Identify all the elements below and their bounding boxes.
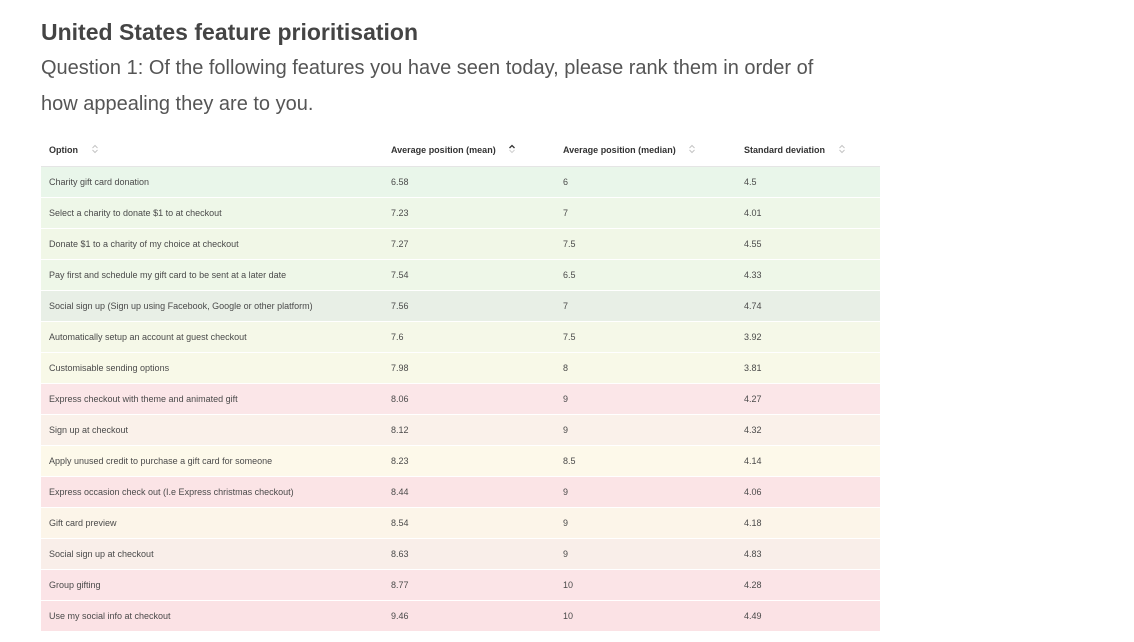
option-cell: Select a charity to donate $1 to at chec… xyxy=(41,197,383,229)
sd-cell: 4.83 xyxy=(736,538,880,570)
mean-cell: 7.56 xyxy=(383,290,555,322)
column-header-mean[interactable]: Average position (mean) xyxy=(383,134,555,167)
sd-cell: 4.49 xyxy=(736,600,880,632)
option-cell: Charity gift card donation xyxy=(41,166,383,198)
median-cell: 9 xyxy=(555,383,736,415)
sort-unsorted-icon[interactable] xyxy=(91,144,99,154)
median-cell: 7.5 xyxy=(555,321,736,353)
option-cell: Social sign up at checkout xyxy=(41,538,383,570)
median-cell: 6 xyxy=(555,166,736,198)
column-header-label: Average position (mean) xyxy=(391,144,496,155)
mean-cell: 7.27 xyxy=(383,228,555,260)
sd-cell: 4.18 xyxy=(736,507,880,539)
sd-cell: 4.5 xyxy=(736,166,880,198)
median-cell: 10 xyxy=(555,600,736,632)
sd-cell: 4.28 xyxy=(736,569,880,601)
table-row: Social sign up (Sign up using Facebook, … xyxy=(41,290,880,322)
sort-unsorted-icon[interactable] xyxy=(838,144,846,154)
sd-cell: 4.55 xyxy=(736,228,880,260)
sd-cell: 4.27 xyxy=(736,383,880,415)
mean-cell: 8.77 xyxy=(383,569,555,601)
sort-ascending-icon[interactable] xyxy=(508,144,516,154)
column-header-label: Standard deviation xyxy=(744,144,826,155)
column-header-label: Option xyxy=(49,144,78,155)
table-row: Donate $1 to a charity of my choice at c… xyxy=(41,228,880,260)
table-row: Select a charity to donate $1 to at chec… xyxy=(41,197,880,229)
sd-cell: 4.06 xyxy=(736,476,880,508)
sd-cell: 3.81 xyxy=(736,352,880,384)
mean-cell: 7.98 xyxy=(383,352,555,384)
mean-cell: 8.44 xyxy=(383,476,555,508)
sd-cell: 4.01 xyxy=(736,197,880,229)
median-cell: 8.5 xyxy=(555,445,736,477)
table-row: Gift card preview 8.54 9 4.18 xyxy=(41,507,880,539)
median-cell: 9 xyxy=(555,414,736,446)
mean-cell: 7.6 xyxy=(383,321,555,353)
option-cell: Pay first and schedule my gift card to b… xyxy=(41,259,383,291)
table-row: Charity gift card donation 6.58 6 4.5 xyxy=(41,166,880,198)
median-cell: 9 xyxy=(555,538,736,570)
table-row: Customisable sending options 7.98 8 3.81 xyxy=(41,352,880,384)
table-header-row: Option Average position (mean) Average p… xyxy=(41,134,880,167)
mean-cell: 6.58 xyxy=(383,166,555,198)
mean-cell: 8.12 xyxy=(383,414,555,446)
table-row: Social sign up at checkout 8.63 9 4.83 xyxy=(41,538,880,570)
column-header-sd[interactable]: Standard deviation xyxy=(736,134,880,167)
option-cell: Use my social info at checkout xyxy=(41,600,383,632)
table-body: Charity gift card donation 6.58 6 4.5 Select… xyxy=(41,166,880,632)
option-cell: Sign up at checkout xyxy=(41,414,383,446)
option-cell: Group gifting xyxy=(41,569,383,601)
median-cell: 8 xyxy=(555,352,736,384)
mean-cell: 8.06 xyxy=(383,383,555,415)
mean-cell: 7.23 xyxy=(383,197,555,229)
median-cell: 10 xyxy=(555,569,736,601)
mean-cell: 9.46 xyxy=(383,600,555,632)
option-cell: Gift card preview xyxy=(41,507,383,539)
sd-cell: 3.92 xyxy=(736,321,880,353)
mean-cell: 8.54 xyxy=(383,507,555,539)
table-row: Automatically setup an account at guest … xyxy=(41,321,880,353)
median-cell: 7.5 xyxy=(555,228,736,260)
table-row: Express checkout with theme and animated… xyxy=(41,383,880,415)
median-cell: 7 xyxy=(555,290,736,322)
results-table: Option Average position (mean) Average p… xyxy=(41,134,880,632)
median-cell: 9 xyxy=(555,476,736,508)
table-row: Use my social info at checkout 9.46 10 4.49 xyxy=(41,600,880,632)
median-cell: 6.5 xyxy=(555,259,736,291)
option-cell: Automatically setup an account at guest … xyxy=(41,321,383,353)
table-row: Pay first and schedule my gift card to b… xyxy=(41,259,880,291)
option-cell: Social sign up (Sign up using Facebook, … xyxy=(41,290,383,322)
question-text: Question 1: Of the following features yo… xyxy=(41,57,814,115)
median-cell: 9 xyxy=(555,507,736,539)
column-header-label: Average position (median) xyxy=(563,144,676,155)
option-cell: Apply unused credit to purchase a gift c… xyxy=(41,445,383,477)
option-cell: Express checkout with theme and animated… xyxy=(41,383,383,415)
sd-cell: 4.74 xyxy=(736,290,880,322)
median-cell: 7 xyxy=(555,197,736,229)
sort-unsorted-icon[interactable] xyxy=(688,144,696,154)
table-row: Sign up at checkout 8.12 9 4.32 xyxy=(41,414,880,446)
sd-cell: 4.33 xyxy=(736,259,880,291)
sd-cell: 4.14 xyxy=(736,445,880,477)
option-cell: Donate $1 to a charity of my choice at c… xyxy=(41,228,383,260)
page-title: United States feature prioritisation xyxy=(41,19,419,45)
table-row: Group gifting 8.77 10 4.28 xyxy=(41,569,880,601)
table-row: Express occasion check out (I.e Express … xyxy=(41,476,880,508)
mean-cell: 7.54 xyxy=(383,259,555,291)
mean-cell: 8.23 xyxy=(383,445,555,477)
column-header-median[interactable]: Average position (median) xyxy=(555,134,736,167)
sd-cell: 4.32 xyxy=(736,414,880,446)
mean-cell: 8.63 xyxy=(383,538,555,570)
column-header-option[interactable]: Option xyxy=(41,134,383,167)
option-cell: Customisable sending options xyxy=(41,352,383,384)
option-cell: Express occasion check out (I.e Express … xyxy=(41,476,383,508)
table-row: Apply unused credit to purchase a gift c… xyxy=(41,445,880,477)
